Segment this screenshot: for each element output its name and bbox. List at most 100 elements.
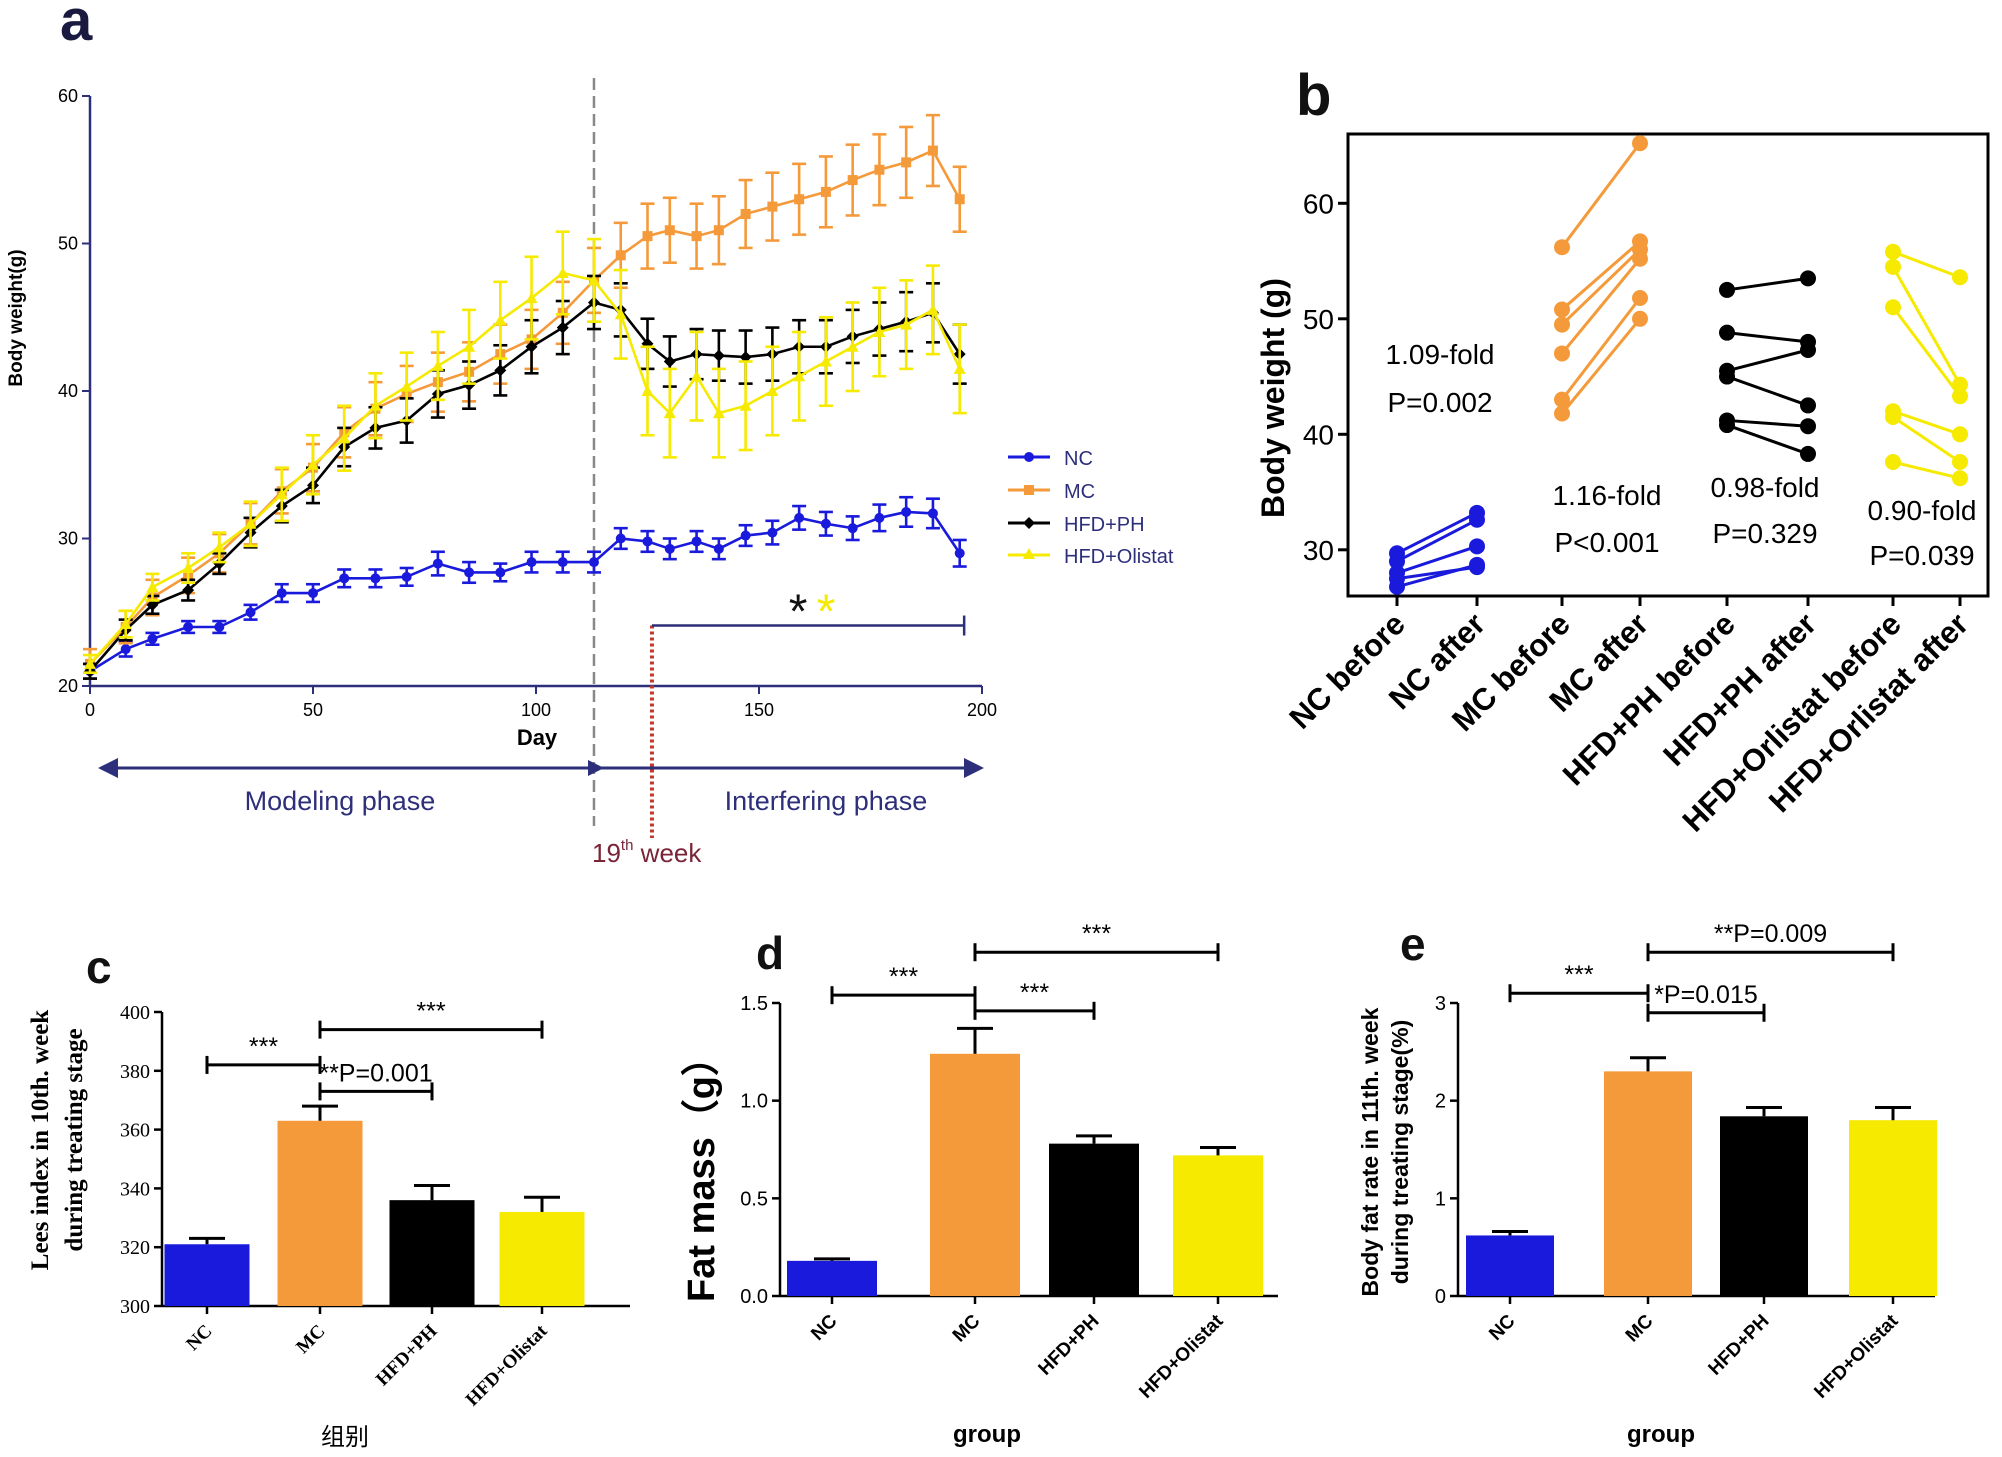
point-ph — [556, 321, 569, 334]
point-mc — [874, 164, 885, 175]
point-before-mc — [1554, 239, 1570, 256]
point-olistat — [819, 355, 832, 367]
point-mc — [691, 231, 702, 242]
p-value-label-nc: P=0.002 — [1387, 387, 1492, 418]
pair-line-hfd+orlistat — [1892, 409, 1961, 436]
panel-c-xlabel: 组别 — [321, 1424, 369, 1451]
legend-item-nc: NC — [1008, 448, 1093, 470]
point-nc — [308, 588, 318, 599]
panel-a-ytick-label: 30 — [58, 529, 78, 549]
pair-line-hfd+ph — [1726, 418, 1809, 428]
point-before-mc — [1554, 391, 1570, 408]
point-nc — [557, 557, 568, 568]
panel-c: c Lees index in 10th. week during treati… — [27, 941, 630, 1451]
point-olistat — [119, 618, 132, 630]
point-nc — [664, 543, 675, 554]
legend-item-mc: MC — [1008, 481, 1095, 503]
pair-line-mc — [1560, 257, 1642, 355]
sig-label: *** — [1020, 979, 1049, 1007]
panel-a-ylabel: Body weight(g) — [6, 249, 27, 386]
point-after-mc — [1632, 250, 1648, 267]
point-nc — [432, 558, 443, 569]
ytick-label: 360 — [120, 1120, 150, 1142]
bar-mc — [930, 1053, 1020, 1296]
point-olistat — [146, 581, 159, 593]
point-olistat — [739, 399, 752, 411]
pair-line-nc — [1396, 518, 1478, 563]
ytick-label: 2 — [1435, 1091, 1446, 1113]
ytick-label: 0 — [1435, 1286, 1446, 1308]
point-mc — [642, 231, 653, 242]
point-mc — [847, 175, 858, 186]
panel-c-ylabel-2: during treating stage — [61, 1028, 88, 1251]
panel-b-ytick-label: 30 — [1303, 535, 1334, 566]
point-olistat — [712, 407, 725, 419]
ytick-label: 0.0 — [740, 1286, 768, 1308]
point-olistat — [213, 541, 226, 553]
point-mc — [954, 194, 965, 205]
point-olistat — [463, 340, 476, 352]
panel-a-xtick-label: 0 — [85, 700, 95, 720]
panel-a-xtick-label: 50 — [303, 700, 323, 720]
point-nc — [713, 543, 724, 554]
sig-label: *** — [1082, 920, 1111, 948]
point-after-mc — [1632, 290, 1648, 307]
point-olistat — [793, 370, 806, 382]
panel-b-label: b — [1296, 63, 1331, 128]
pair-line-nc — [1396, 563, 1478, 589]
bar-mc — [277, 1120, 363, 1306]
point-olistat — [525, 292, 538, 304]
fold-label-hfd+ph: 0.98-fold — [1711, 472, 1820, 503]
legend-label-olistat: HFD+Olistat — [1064, 546, 1174, 568]
point-ph — [739, 351, 752, 364]
point-olistat — [84, 657, 96, 669]
pair-line-hfd+orlistat — [1892, 415, 1961, 464]
xtick-label-mc: MC — [292, 1321, 329, 1358]
pair-line-mc — [1560, 142, 1642, 249]
point-mc — [820, 186, 831, 197]
point-ph — [494, 364, 507, 377]
panel-b-frame — [1346, 132, 1990, 598]
point-olistat — [900, 318, 913, 330]
point-after-hfd+orlistat — [1952, 388, 1968, 405]
pair-line-hfd+ph — [1726, 276, 1809, 292]
panel-d-xlabel: group — [953, 1421, 1021, 1448]
point-nc — [214, 622, 225, 632]
point-olistat — [182, 562, 195, 573]
point-nc — [526, 557, 537, 568]
point-mc — [927, 145, 938, 156]
bar-hfd+olistat — [499, 1211, 585, 1306]
panel-a-axes: 20 30 40 50 60 0 50 100 150 200 * * — [58, 78, 997, 838]
fold-label-hfd+orlistat: 0.90-fold — [1868, 495, 1977, 526]
bar-mc — [1604, 1071, 1692, 1296]
panel-d: d Fat mass（g） 0.0 0.5 1.0 1.5 NC MC HFD+PH HFD+… — [681, 920, 1278, 1448]
bar-hfd+ph — [1720, 1116, 1808, 1296]
point-after-hfd+orlistat — [1952, 470, 1968, 487]
point-ph — [712, 349, 725, 362]
panel-a-ytick-label: 20 — [58, 676, 78, 696]
pair-line-nc — [1396, 544, 1478, 575]
sig-label: **P=0.009 — [1714, 920, 1827, 948]
xtick-label-mc: MC — [949, 1310, 985, 1346]
panel-a-ytick-label: 40 — [58, 381, 78, 401]
sig-label: *** — [416, 998, 445, 1026]
point-nc — [339, 573, 350, 584]
panel-e-ylabel-1: Body fat rate in 11th. week — [1357, 1007, 1383, 1296]
point-nc — [615, 533, 626, 544]
point-ph — [213, 557, 226, 570]
point-olistat — [494, 314, 507, 326]
panel-b-xtick-label: NC before — [1282, 606, 1411, 736]
pair-line-mc — [1560, 297, 1642, 401]
point-olistat — [244, 517, 257, 529]
xtick-label-hfd+ph: HFD+PH — [1705, 1311, 1774, 1380]
panel-a-xtick-label: 200 — [967, 700, 997, 720]
xtick-label-nc: NC — [182, 1321, 216, 1355]
point-after-hfd+ph — [1800, 445, 1816, 462]
point-before-hfd+ph — [1719, 324, 1735, 341]
xtick-label-hfd+olistat: HFD+Olistat — [462, 1320, 552, 1410]
point-olistat — [338, 432, 351, 444]
point-after-nc — [1469, 538, 1485, 555]
point-after-nc — [1469, 556, 1485, 573]
